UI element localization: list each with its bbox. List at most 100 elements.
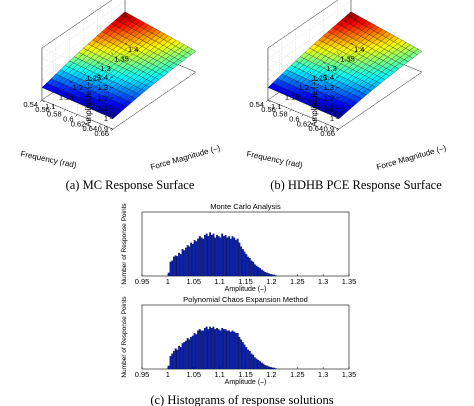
x-tick-label: 1.05 (186, 277, 201, 286)
y-tick-label: 0.62 (297, 119, 312, 128)
histogram-bar (200, 330, 203, 370)
histogram-bar (248, 351, 251, 370)
y-tick-label: 0.64 (83, 124, 98, 133)
x-tick-label: 1.25 (87, 74, 102, 83)
x-tick-label: 1.1 (214, 370, 224, 379)
histogram-bar (243, 344, 246, 370)
y-tick-mark (313, 119, 316, 122)
x-tick-mark (124, 42, 128, 46)
histogram-bar (257, 266, 260, 277)
histogram-bar (179, 347, 182, 370)
x-axis-label: Force Magnitude (–) (375, 143, 447, 172)
histogram-bar (243, 251, 246, 277)
histogram-bar (174, 255, 177, 277)
x-tick-label: 1.3 (318, 370, 328, 379)
grid-line (267, 32, 352, 119)
y-tick-label: 0.54 (249, 100, 264, 109)
surface-plot-a: 0.911.11.21.31.40.540.560.580.60.620.640… (20, 0, 221, 172)
histogram-bar (231, 330, 234, 370)
caption-b: (b) HDHB PCE Response Surface (270, 178, 442, 192)
x-axis-label: Force Magnitude (–) (149, 143, 221, 172)
y-tick-mark (39, 99, 43, 103)
caption-c: (c) Histograms of response solutions (150, 393, 333, 406)
histogram-bar (233, 237, 236, 277)
y-tick-mark (265, 99, 269, 103)
histogram-bar (245, 254, 248, 277)
histogram-bar (193, 240, 196, 277)
histogram-bar (269, 274, 272, 277)
histogram-bar (207, 329, 210, 370)
y-tick-mark (289, 109, 292, 112)
histogram-bar (205, 233, 208, 277)
y-tick-label: 0.6 (63, 115, 73, 124)
histogram-bar (241, 249, 244, 277)
x-tick-label: 1.25 (290, 370, 305, 379)
histogram-bar (228, 330, 230, 370)
x-tick-label: 1.1 (45, 102, 55, 111)
z-tick-label: 1.1 (98, 104, 108, 113)
y-tick-label: 0.6 (289, 115, 299, 124)
histogram-bar (228, 236, 230, 277)
histogram-bar (200, 237, 203, 277)
histogram-bar (185, 247, 187, 277)
histogram-bar (209, 232, 212, 277)
x-tick-label: 1.3 (100, 64, 110, 73)
histogram-bar (212, 233, 215, 277)
histogram-bar (197, 330, 199, 370)
histogram-bar (195, 334, 198, 370)
histogram-bar (250, 353, 253, 370)
histogram-bar (221, 327, 224, 370)
histogram-bar (212, 326, 215, 370)
histogram-bar (205, 326, 208, 370)
histogram-title: Monte Carlo Analysis (210, 202, 281, 211)
x-tick-label: 1.15 (59, 93, 74, 102)
x-tick-mark (41, 99, 45, 103)
histogram-bar (252, 354, 255, 370)
x-tick-mark (69, 80, 72, 84)
x-tick-label: 1.05 (186, 370, 201, 379)
histogram-bar (198, 329, 201, 370)
histogram-bar (178, 252, 181, 277)
histogram-bar (262, 270, 265, 277)
histogram-bar (197, 238, 199, 277)
histogram-bar (231, 236, 234, 277)
z-axis-label: Amplitude (–) (310, 79, 319, 127)
histogram-bar (248, 258, 251, 277)
y-tick-mark (110, 128, 114, 132)
histogram-bar (267, 366, 270, 370)
x-tick-label: 1.2 (299, 83, 309, 92)
histogram-bar (272, 367, 275, 370)
histogram-bar (264, 365, 267, 370)
histogram-bar (203, 234, 206, 277)
histogram-bar (176, 349, 179, 370)
x-tick-label: 1.15 (285, 93, 300, 102)
histogram-bar (195, 241, 198, 277)
z-tick-label: 1.1 (324, 104, 334, 113)
histogram-bar (267, 273, 270, 277)
histogram-bar (272, 274, 275, 277)
x-tick-mark (83, 71, 86, 74)
surface-plot-b: 0.911.11.21.31.40.540.560.580.60.620.640… (246, 0, 447, 172)
y-tick-label: 0.56 (261, 105, 276, 114)
y-tick-label: 0.58 (273, 110, 288, 119)
x-axis-label: Amplitude (–) (225, 379, 267, 386)
x-tick-label: 1.2 (73, 83, 83, 92)
x-tick-label: 1.15 (238, 370, 253, 379)
histogram-bar (245, 347, 248, 370)
histogram-bar (186, 245, 189, 277)
y-axis-label: Number of Response Points (121, 296, 128, 378)
histogram-bar (186, 338, 189, 370)
histogram-bar (171, 260, 174, 277)
z-tick-label: 1.4 (324, 73, 334, 82)
histogram-bar (236, 238, 239, 277)
histogram-bar (247, 349, 249, 370)
histogram-bar (188, 339, 191, 370)
histogram-monte-carlo: Monte Carlo Analysis 0.95 1 1.05 1.1 1.15 1.2 1… (121, 202, 356, 293)
histogram-bar (253, 357, 256, 370)
x-tick-mark (309, 71, 312, 74)
histogram-bar (260, 362, 263, 370)
histogram-bar (235, 333, 237, 370)
z-tick-label: 0.9 (324, 125, 334, 134)
x-tick-label: 1.1 (271, 102, 281, 111)
